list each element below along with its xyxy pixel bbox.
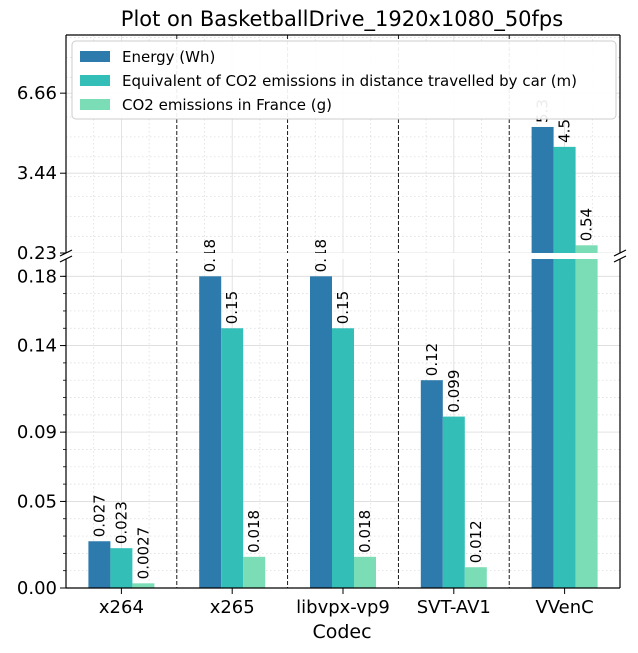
x-tick-label: SVT-AV1: [417, 597, 491, 618]
bar-VVenC-series-2: [575, 245, 598, 588]
data-label: 0.54: [578, 208, 596, 241]
y-tick-label: 3.44: [17, 163, 57, 184]
legend-swatch: [80, 99, 110, 110]
bar-x264-series-2: [132, 583, 155, 588]
legend-entry: CO2 emissions in France (g): [122, 96, 332, 114]
data-label: 0.15: [223, 291, 241, 324]
y-tick-label: 0.09: [17, 422, 57, 443]
x-tick-label: x265: [210, 597, 255, 618]
bar-x265-series-1: [221, 328, 244, 588]
axis-break-gap: [65, 253, 621, 259]
bar-x264-series-1: [110, 548, 133, 588]
bar-VVenC-series-1: [553, 146, 576, 588]
y-tick-label: 0.05: [17, 491, 57, 512]
data-label: 0.0027: [134, 527, 152, 580]
data-label: 0.023: [112, 501, 130, 544]
data-label: 0.099: [445, 370, 463, 413]
bar-libvpx-vp9-series-0: [310, 276, 332, 588]
data-label: 0.027: [90, 494, 108, 537]
bar-libvpx-vp9-series-2: [354, 556, 376, 588]
bar-x265-series-2: [243, 556, 266, 588]
data-label: 0.018: [356, 510, 374, 553]
plot-area: 0.0270.180.180.125.30.0230.150.150.0994.…: [17, 34, 627, 618]
data-label: 0.018: [245, 510, 263, 553]
data-label: 0.12: [423, 343, 441, 376]
data-label: 0.012: [467, 520, 485, 563]
legend-entry: Energy (Wh): [122, 48, 215, 66]
y-tick-label: 6.66: [17, 83, 57, 104]
data-label: 0.15: [334, 291, 352, 324]
legend-swatch: [80, 75, 110, 86]
x-tick-label: libvpx-vp9: [296, 597, 390, 618]
y-tick-label: 0.23: [17, 243, 57, 264]
bar-libvpx-vp9-series-1: [332, 328, 354, 588]
bar-SVT-AV1-series-0: [420, 380, 443, 588]
x-tick-label: VVenC: [535, 597, 593, 618]
bar-x264-series-0: [88, 541, 111, 588]
y-tick-label: 0.14: [17, 336, 57, 357]
data-label: 4.5: [556, 119, 574, 143]
y-tick-label: 0.00: [17, 578, 57, 599]
bar-SVT-AV1-series-1: [442, 416, 465, 588]
y-tick-label: 0.18: [17, 266, 57, 287]
legend-swatch: [80, 51, 110, 62]
legend-box: [71, 40, 617, 120]
chart-title: Plot on BasketballDrive_1920x1080_50fps: [121, 7, 563, 32]
bar-VVenC-series-0: [531, 126, 554, 589]
legend-entry: Equivalent of CO2 emissions in distance …: [122, 72, 577, 90]
bar-x265-series-0: [199, 276, 222, 588]
x-tick-label: x264: [99, 597, 144, 618]
bar-SVT-AV1-series-2: [464, 567, 487, 588]
x-axis-label: Codec: [312, 621, 371, 643]
